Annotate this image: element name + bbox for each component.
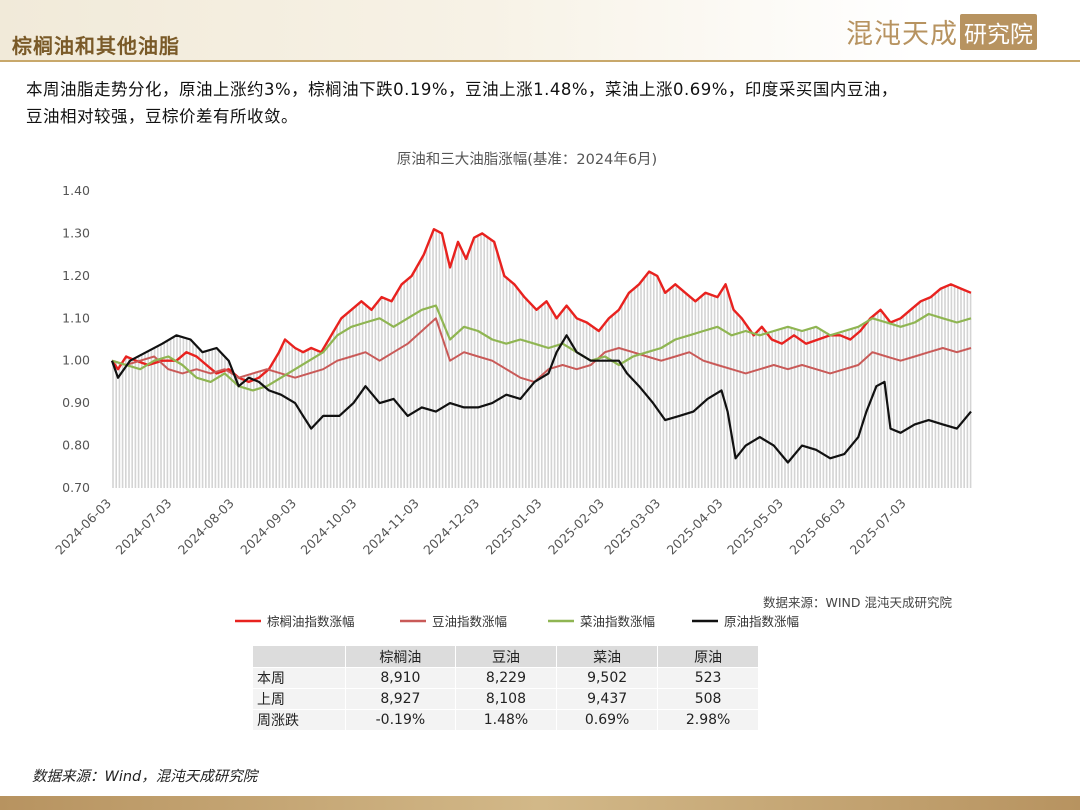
table-row: 本周 8,910 8,229 9,502 523 [253,667,758,689]
table-header-cell [253,646,346,668]
footer-source: 数据来源：Wind，混沌天成研究院 [32,769,258,785]
oil-chart: 原油和三大油脂涨幅(基准：2024年6月) 1.401.301.201.101.… [52,151,972,629]
table-cell: 2.98% [657,709,758,730]
x-tick-label: 2025-07-03 [847,496,909,558]
x-tick-label: 2024-08-03 [175,496,237,558]
y-tick-label: 1.00 [62,353,90,368]
header-divider [0,60,1080,62]
y-tick-label: 1.20 [62,268,90,283]
x-tick-label: 2024-10-03 [298,496,360,558]
x-tick-label: 2024-09-03 [237,496,299,558]
page-title: 棕榈油和其他油脂 [12,34,180,58]
table-header-cell: 原油 [657,646,758,668]
x-tick-label: 2024-06-03 [52,496,114,558]
table-header-row: 棕榈油 豆油 菜油 原油 [253,646,758,668]
price-table: 棕榈油 豆油 菜油 原油 本周 8,910 8,229 9,502 523 上周… [253,646,758,730]
series-line [110,334,972,464]
summary-line-2: 豆油相对较强，豆棕价差有所收敛。 [26,107,298,126]
table-cell: 8,108 [454,688,557,710]
x-tick-label: 2025-01-03 [483,496,545,558]
y-tick-label: 0.90 [62,395,90,410]
y-tick-label: 0.80 [62,438,90,453]
background-bars [112,230,972,488]
header-bar [0,0,1080,62]
table-cell: 508 [657,688,758,710]
logo-text: 混沌天成 [846,19,958,50]
series-line [111,317,972,383]
table-header-cell: 棕榈油 [344,646,456,668]
logo-box-text: 研究院 [960,13,1037,50]
chart-source: 数据来源：WIND 混沌天成研究院 [763,595,952,610]
series-line [111,304,972,392]
legend-label: 原油指数涨幅 [724,614,799,629]
table-cell: 523 [657,667,758,689]
x-tick-label: 2024-12-03 [420,496,482,558]
y-tick-label: 1.10 [62,310,90,325]
x-tick-label: 2024-07-03 [112,496,174,558]
table-row: 周涨跌 -0.19% 1.48% 0.69% 2.98% [253,709,758,730]
x-tick-label: 2025-03-03 [601,496,663,558]
table-cell: 1.48% [454,709,557,730]
series-lines [110,228,972,464]
x-tick-label: 2025-02-03 [545,496,607,558]
chart-title: 原油和三大油脂涨幅(基准：2024年6月) [397,151,657,168]
table-cell: 8,229 [454,667,557,689]
summary-text: 本周油脂走势分化，原油上涨约3%，棕榈油下跌0.19%，豆油上涨1.48%，菜油… [26,76,1066,130]
footer-bar [0,796,1080,810]
legend-label: 菜油指数涨幅 [580,614,655,629]
table-cell: 0.69% [556,709,658,730]
table-row: 上周 8,927 8,108 9,437 508 [253,688,758,710]
summary-line-1: 本周油脂走势分化，原油上涨约3%，棕榈油下跌0.19%，豆油上涨1.48%，菜油… [26,80,898,99]
table-cell: 9,502 [556,667,658,689]
legend-label: 棕榈油指数涨幅 [267,614,355,629]
legend-label: 豆油指数涨幅 [432,614,507,629]
y-tick-label: 1.40 [62,183,90,198]
table-row-label: 上周 [253,688,346,710]
table-cell: 9,437 [556,688,658,710]
table-cell: -0.19% [344,709,456,730]
x-tick-label: 2025-06-03 [786,496,848,558]
table-row-label: 本周 [253,667,346,689]
y-tick-label: 0.70 [62,480,90,495]
table-header-cell: 豆油 [454,646,557,668]
x-tick-label: 2025-04-03 [664,496,726,558]
table-row-label: 周涨跌 [253,709,346,730]
company-logo: 混沌天成 研究院 [846,12,1037,52]
x-tick-label: 2025-05-03 [724,496,786,558]
table-cell: 8,927 [344,688,456,710]
y-tick-label: 1.30 [62,225,90,240]
x-tick-label: 2024-11-03 [360,496,422,558]
table-header-cell: 菜油 [556,646,658,668]
series-line [111,228,972,384]
table-cell: 8,910 [344,667,456,689]
chart-legend: 棕榈油指数涨幅 豆油指数涨幅 菜油指数涨幅 原油指数涨幅 [235,614,799,629]
y-axis: 1.40 1.30 1.20 1.10 1.00 0.90 0.80 0.70 [62,183,90,495]
